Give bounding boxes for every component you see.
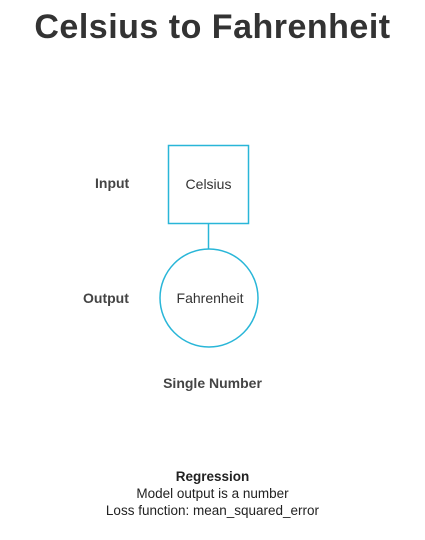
output-node-circle	[159, 248, 259, 348]
input-node-label: Celsius	[185, 176, 232, 192]
footer-line-output: Model output is a number	[136, 486, 289, 501]
footer-heading: Regression	[175, 469, 250, 484]
input-label: Input	[95, 175, 130, 191]
output-label: Output	[83, 290, 129, 306]
output-node-label: Fahrenheit	[176, 290, 244, 306]
output-type-label: Single Number	[163, 375, 262, 391]
page-title: Celsius to Fahrenheit	[34, 8, 391, 46]
footer-line-loss: Loss function: mean_squared_error	[105, 503, 320, 518]
footer-description: Regression Model output is a number Loss…	[0, 468, 425, 519]
